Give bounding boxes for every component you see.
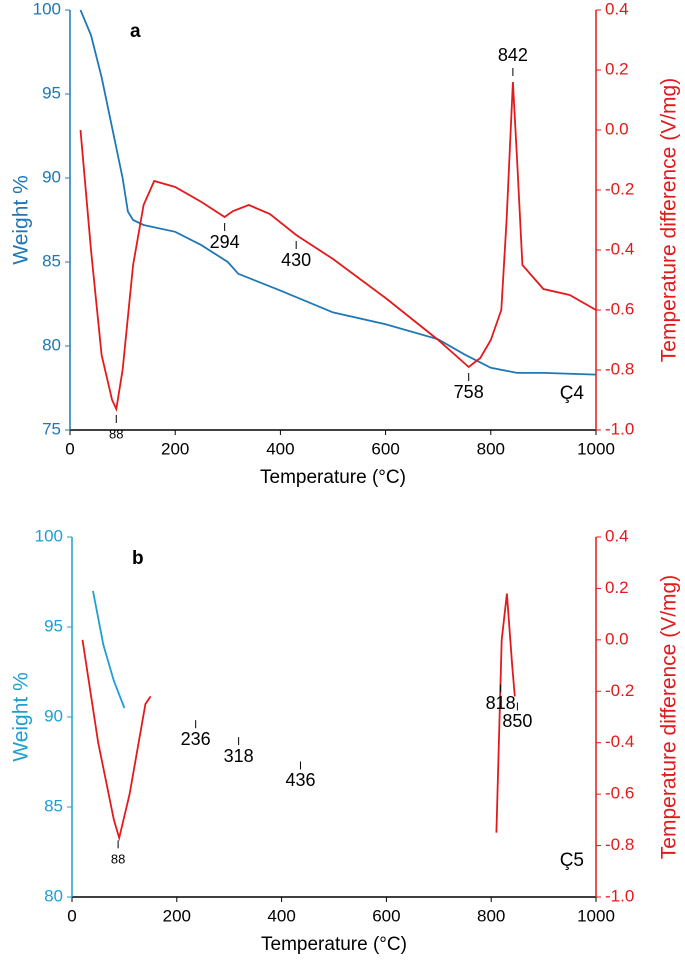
y-axis-title: Weight % <box>10 672 33 762</box>
y2-tick-label: -1.0 <box>605 886 634 905</box>
y2-tick-label: 0.0 <box>605 629 629 648</box>
y-tick-label: 80 <box>44 886 63 905</box>
y2-tick-label: -0.2 <box>605 179 634 198</box>
x-tick-label: 800 <box>477 439 505 458</box>
x-tick-label: 400 <box>266 439 294 458</box>
x-tick-label: 400 <box>267 906 295 925</box>
y2-tick-label: -1.0 <box>605 419 634 438</box>
x-tick-label: 0 <box>67 906 76 925</box>
peak-label: 758 <box>454 382 484 402</box>
x-tick-label: 1000 <box>577 439 615 458</box>
sample-label: Ç5 <box>560 850 584 871</box>
y-tick-label: 100 <box>35 526 63 545</box>
data-line <box>79 9 597 376</box>
y2-axis-title: Temperature difference (V/mg) <box>658 575 681 859</box>
y-tick-label: 90 <box>42 167 61 186</box>
x-tick-label: 600 <box>372 906 400 925</box>
x-tick-label: 600 <box>371 439 399 458</box>
y2-tick-label: -0.6 <box>605 784 634 803</box>
y2-axis-title: Temperature difference (V/mg) <box>658 78 681 362</box>
x-tick-label: 200 <box>163 906 191 925</box>
peak-label: 236 <box>181 729 211 749</box>
sample-label: Ç4 <box>560 383 585 404</box>
y2-tick-label: 0.4 <box>605 526 629 545</box>
peak-label: 294 <box>210 232 240 252</box>
y-tick-label: 100 <box>33 0 61 18</box>
y-axis-title: Weight % <box>10 175 33 265</box>
y2-tick-label: -0.8 <box>605 359 634 378</box>
peak-label: 850 <box>502 711 532 731</box>
data-line <box>81 593 516 842</box>
peak-label: 436 <box>285 770 315 790</box>
peak-label: 88 <box>109 426 123 441</box>
y-tick-label: 75 <box>42 419 61 438</box>
data-line <box>79 81 597 413</box>
data-line <box>92 590 126 709</box>
y2-tick-label: 0.0 <box>605 119 629 138</box>
y2-tick-label: -0.4 <box>605 239 634 258</box>
x-axis-title: Temperature (°C) <box>260 467 406 488</box>
x-tick-label: 800 <box>477 906 505 925</box>
y-tick-label: 85 <box>42 251 61 270</box>
x-tick-label: 0 <box>65 439 74 458</box>
y2-tick-label: -0.8 <box>605 835 634 854</box>
y-tick-label: 95 <box>44 616 63 635</box>
peak-label: 318 <box>224 746 254 766</box>
y2-tick-label: 0.4 <box>605 0 629 18</box>
y2-tick-label: -0.6 <box>605 299 634 318</box>
panel-label: b <box>132 548 144 569</box>
x-tick-label: 200 <box>161 439 189 458</box>
panel-label: a <box>130 21 141 42</box>
y-tick-label: 95 <box>42 83 61 102</box>
y2-tick-label: -0.2 <box>605 681 634 700</box>
y-tick-label: 90 <box>44 706 63 725</box>
y2-tick-label: 0.2 <box>605 59 629 78</box>
y2-tick-label: 0.2 <box>605 578 629 597</box>
x-tick-label: 1000 <box>577 906 615 925</box>
peak-label: 88 <box>111 852 125 867</box>
x-axis-title: Temperature (°C) <box>261 934 407 955</box>
peak-label: 842 <box>498 45 528 65</box>
peak-label: 818 <box>486 693 516 713</box>
y-tick-label: 85 <box>44 796 63 815</box>
peak-label: 430 <box>281 250 311 270</box>
y2-tick-label: -0.4 <box>605 732 634 751</box>
y-tick-label: 80 <box>42 335 61 354</box>
